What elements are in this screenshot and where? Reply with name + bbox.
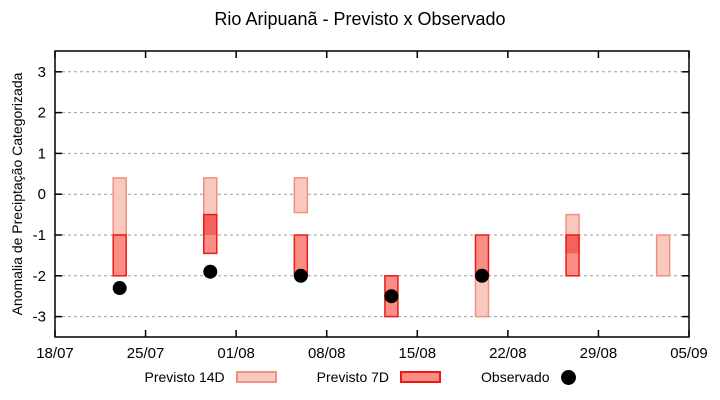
forecast14-bar <box>293 177 309 214</box>
y-tick-label: 3 <box>38 64 46 81</box>
y-tick-label: 2 <box>38 105 46 122</box>
legend-label-previsto-7d: Previsto 7D <box>316 369 390 385</box>
forecast7-bar-fill <box>475 235 489 276</box>
legend-label-observado: Observado <box>481 369 550 385</box>
x-tick-label: 25/07 <box>127 345 165 362</box>
observed-dot <box>112 281 127 296</box>
forecast-overlap-segment <box>203 214 217 236</box>
x-tick-label: 15/08 <box>399 345 437 362</box>
x-tick-label: 29/08 <box>580 345 618 362</box>
y-tick-label: -3 <box>33 309 46 326</box>
forecast7-bar-fill <box>113 235 127 276</box>
forecast14-bar <box>112 177 127 236</box>
y-tick-label: 0 <box>38 186 46 203</box>
observed-dot <box>474 268 489 283</box>
observed-dot <box>293 268 308 283</box>
plot-border <box>54 50 690 338</box>
forecast7-bar-border <box>203 213 218 255</box>
legend-item-previsto-14d: Previsto 14D <box>145 369 277 385</box>
y-tick-label: -2 <box>33 268 46 285</box>
x-tick-label: 01/08 <box>217 345 255 362</box>
x-tick-label: 05/09 <box>670 345 708 362</box>
observed-dot <box>203 264 218 279</box>
legend-item-observado: Observado <box>481 369 576 385</box>
legend-swatch-previsto-7d <box>400 371 442 383</box>
legend-item-previsto-7d: Previsto 7D <box>316 369 442 385</box>
x-tick-label: 22/08 <box>489 345 527 362</box>
y-tick-label: 1 <box>38 145 46 162</box>
x-tick-label: 08/08 <box>308 345 346 362</box>
y-tick-label: -1 <box>33 227 46 244</box>
forecast-overlap-segment <box>566 235 580 254</box>
forecast7-bar-border <box>565 234 580 277</box>
legend-swatch-observado-dot <box>560 369 576 385</box>
forecast7-bar-border <box>112 234 127 277</box>
legend-label-previsto-14d: Previsto 14D <box>144 369 225 385</box>
forecast7-bar-fill <box>294 235 308 276</box>
forecast14-bar <box>655 234 671 277</box>
legend: Previsto 14D Previsto 7D Observado <box>0 369 720 385</box>
observed-dot <box>384 289 399 304</box>
legend-swatch-previsto-14d <box>235 371 277 383</box>
x-tick-label: 18/07 <box>36 345 74 362</box>
chart-title: Rio Aripuanã - Previsto x Observado <box>214 9 506 29</box>
